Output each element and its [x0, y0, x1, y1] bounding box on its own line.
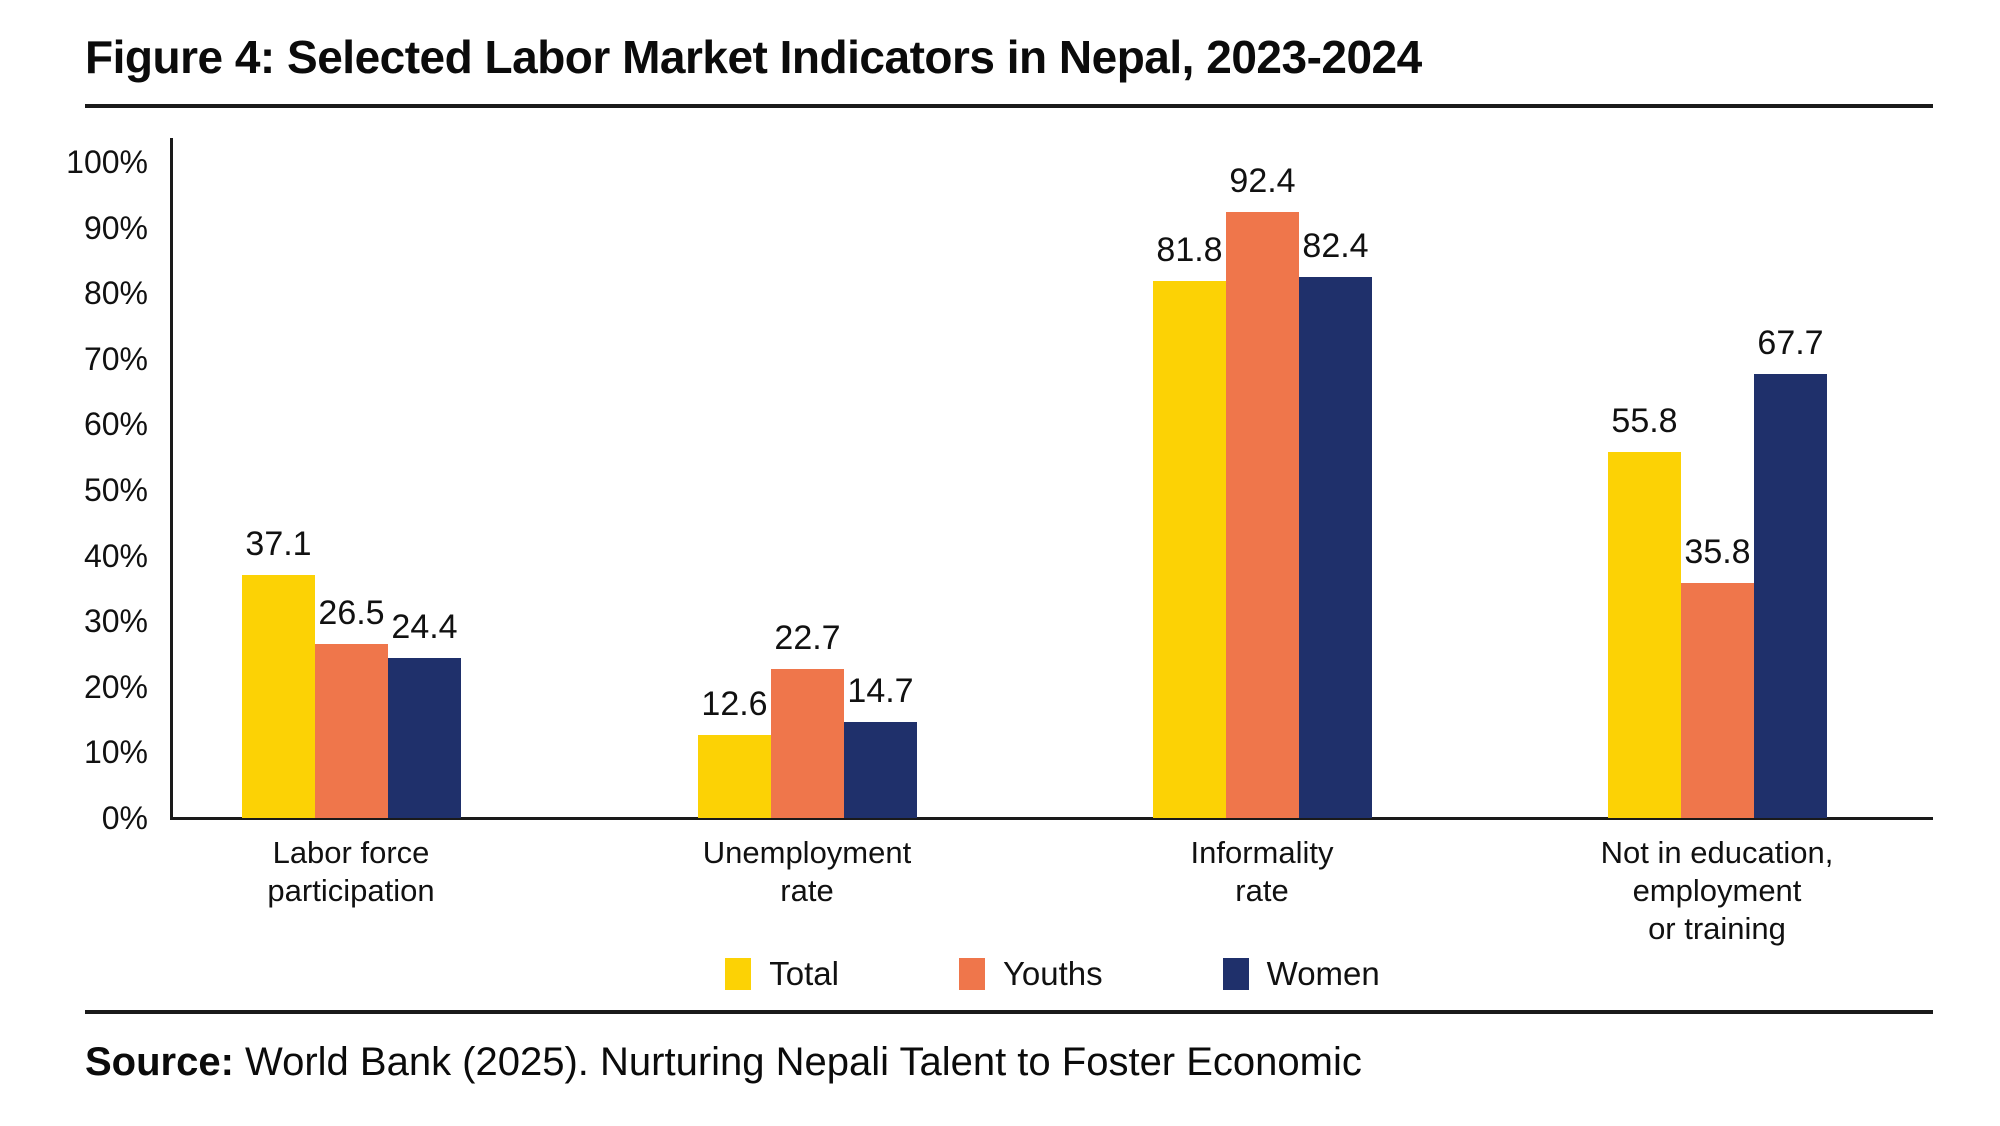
bar-value-label: 67.7 [1757, 324, 1824, 362]
bar-youths-1 [315, 644, 388, 818]
y-tick-label: 20% [83, 669, 148, 705]
legend-swatch-total [725, 958, 752, 990]
bar-value-label: 55.8 [1611, 402, 1678, 440]
bar-total-4 [1608, 452, 1681, 818]
y-tick-label: 80% [83, 275, 148, 311]
bar-value-label: 92.4 [1229, 162, 1296, 200]
y-tick-label: 70% [83, 341, 148, 377]
y-tick-label: 40% [83, 538, 148, 574]
bar-value-label: 12.6 [701, 685, 768, 723]
bar-total-3 [1153, 281, 1226, 818]
legend-swatch-youths [958, 958, 985, 990]
category-label: Unemployment rate [702, 835, 912, 908]
y-tick-label: 100% [66, 144, 148, 180]
y-tick-label: 50% [83, 472, 148, 508]
figure-title: Figure 4: Selected Labor Market Indicato… [85, 31, 1422, 83]
source-divider [85, 1010, 1933, 1014]
bar-value-label: 35.8 [1684, 533, 1751, 571]
bar-total-2 [698, 735, 771, 818]
bar-women-2 [844, 722, 917, 818]
title-divider [85, 104, 1933, 108]
bar-women-3 [1299, 277, 1372, 818]
y-tick-label: 10% [83, 734, 148, 770]
bar-women-4 [1754, 374, 1827, 818]
source-text: World Bank (2025). Nurturing Nepali Tale… [233, 1040, 1362, 1084]
bar-total-1 [242, 575, 315, 818]
bar-value-label: 82.4 [1302, 227, 1369, 265]
legend-label: Total [769, 955, 839, 992]
source-label: Source: [85, 1040, 234, 1084]
bar-value-label: 26.5 [318, 594, 385, 632]
bar-youths-4 [1681, 583, 1754, 818]
legend: Total Youths Women [172, 955, 1933, 993]
bar-value-label: 37.1 [245, 525, 312, 563]
x-axis [170, 817, 1933, 820]
bar-value-label: 81.8 [1156, 231, 1223, 269]
y-tick-label: 30% [83, 603, 148, 639]
legend-item-total: Total [725, 955, 839, 993]
y-axis [170, 138, 173, 818]
legend-label: Youths [1002, 955, 1103, 992]
bar-value-label: 22.7 [774, 619, 841, 657]
bar-value-label: 14.7 [847, 672, 914, 710]
category-label: Labor force participation [267, 835, 435, 908]
bar-women-1 [388, 658, 461, 818]
legend-label: Women [1266, 955, 1380, 992]
source-line: Source: World Bank (2025). Nurturing Nep… [85, 1040, 1362, 1085]
bar-youths-2 [771, 669, 844, 818]
legend-item-youths: Youths [958, 955, 1103, 993]
bar-value-label: 24.4 [391, 608, 458, 646]
legend-item-women: Women [1222, 955, 1380, 993]
legend-swatch-women [1222, 958, 1249, 990]
category-label: Not in education, employment or training [1600, 835, 1834, 946]
bar-youths-3 [1226, 212, 1299, 818]
category-label: Informality rate [1190, 835, 1334, 908]
y-tick-label: 60% [83, 406, 148, 442]
y-tick-label: 90% [83, 210, 148, 246]
y-tick-label: 0% [101, 800, 148, 836]
